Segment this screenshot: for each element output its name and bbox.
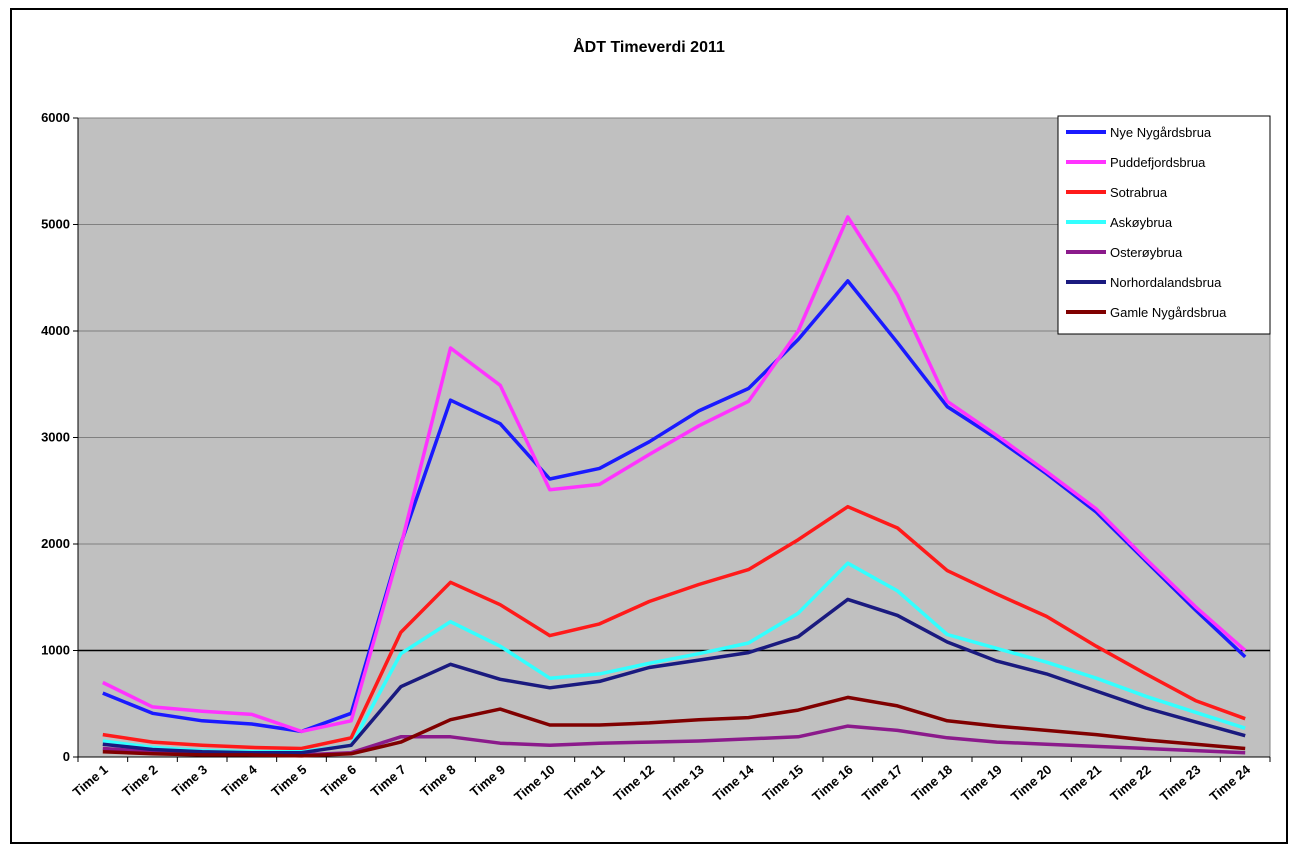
legend-label: Askøybrua bbox=[1110, 215, 1173, 230]
x-tick-label: Time 24 bbox=[1207, 761, 1254, 804]
x-tick-label: Time 6 bbox=[318, 762, 359, 800]
x-tick-label: Time 22 bbox=[1107, 762, 1154, 804]
legend-label: Nye Nygårdsbrua bbox=[1110, 125, 1212, 140]
x-tick-label: Time 4 bbox=[219, 761, 261, 799]
x-tick-label: Time 15 bbox=[760, 762, 807, 804]
series-line-6 bbox=[102, 597, 1246, 755]
legend-label: Puddefjordsbrua bbox=[1110, 155, 1206, 170]
y-tick-label: 1000 bbox=[41, 643, 70, 658]
x-tick-label: Time 5 bbox=[268, 762, 309, 800]
legend-label: Gamle Nygårdsbrua bbox=[1110, 305, 1227, 320]
series-line-7 bbox=[102, 695, 1246, 758]
x-tick-label: Time 13 bbox=[660, 762, 707, 804]
x-tick-label: Time 3 bbox=[169, 762, 210, 800]
x-tick-label: Time 11 bbox=[561, 762, 607, 804]
x-tick-label: Time 16 bbox=[809, 762, 856, 804]
x-tick-label: Time 17 bbox=[859, 762, 906, 804]
x-tick-label: Time 8 bbox=[417, 762, 458, 800]
x-tick-label: Time 9 bbox=[467, 762, 508, 800]
x-tick-label: Time 2 bbox=[119, 762, 160, 800]
series-line-2 bbox=[102, 215, 1247, 734]
legend-box bbox=[1057, 115, 1271, 335]
legend-label: Sotrabrua bbox=[1110, 185, 1168, 200]
y-tick-label: 5000 bbox=[41, 217, 70, 232]
y-tick-label: 3000 bbox=[41, 430, 70, 445]
x-tick-label: Time 20 bbox=[1008, 762, 1055, 804]
x-tick-label: Time 7 bbox=[368, 762, 409, 800]
chart-frame: ÅDT Timeverdi 2011 0 1000 2000 3000 4000 5000… bbox=[10, 8, 1288, 844]
legend-label: Norhordalandsbrua bbox=[1110, 275, 1222, 290]
line-chart: ÅDT Timeverdi 2011 0 1000 2000 3000 4000 5000… bbox=[41, 37, 1271, 804]
x-tick-label: Time 19 bbox=[958, 762, 1005, 804]
y-tick-label: 0 bbox=[63, 749, 70, 764]
x-tick-label: Time 12 bbox=[611, 762, 658, 804]
legend-label: Osterøybrua bbox=[1110, 245, 1183, 260]
series-line-3 bbox=[102, 504, 1246, 751]
chart-title: ÅDT Timeverdi 2011 bbox=[573, 37, 725, 56]
x-tick-label: Time 10 bbox=[511, 762, 558, 804]
x-tick-label: Time 21 bbox=[1058, 762, 1105, 804]
x-tick-label: Time 23 bbox=[1157, 762, 1204, 804]
x-tick-label: Time 1 bbox=[70, 762, 111, 800]
y-tick-label: 6000 bbox=[41, 110, 70, 125]
y-tick-label: 2000 bbox=[41, 536, 70, 551]
y-tick-label: 4000 bbox=[41, 323, 70, 338]
x-tick-label: Time 14 bbox=[710, 761, 757, 804]
x-tick-label: Time 18 bbox=[909, 762, 956, 804]
